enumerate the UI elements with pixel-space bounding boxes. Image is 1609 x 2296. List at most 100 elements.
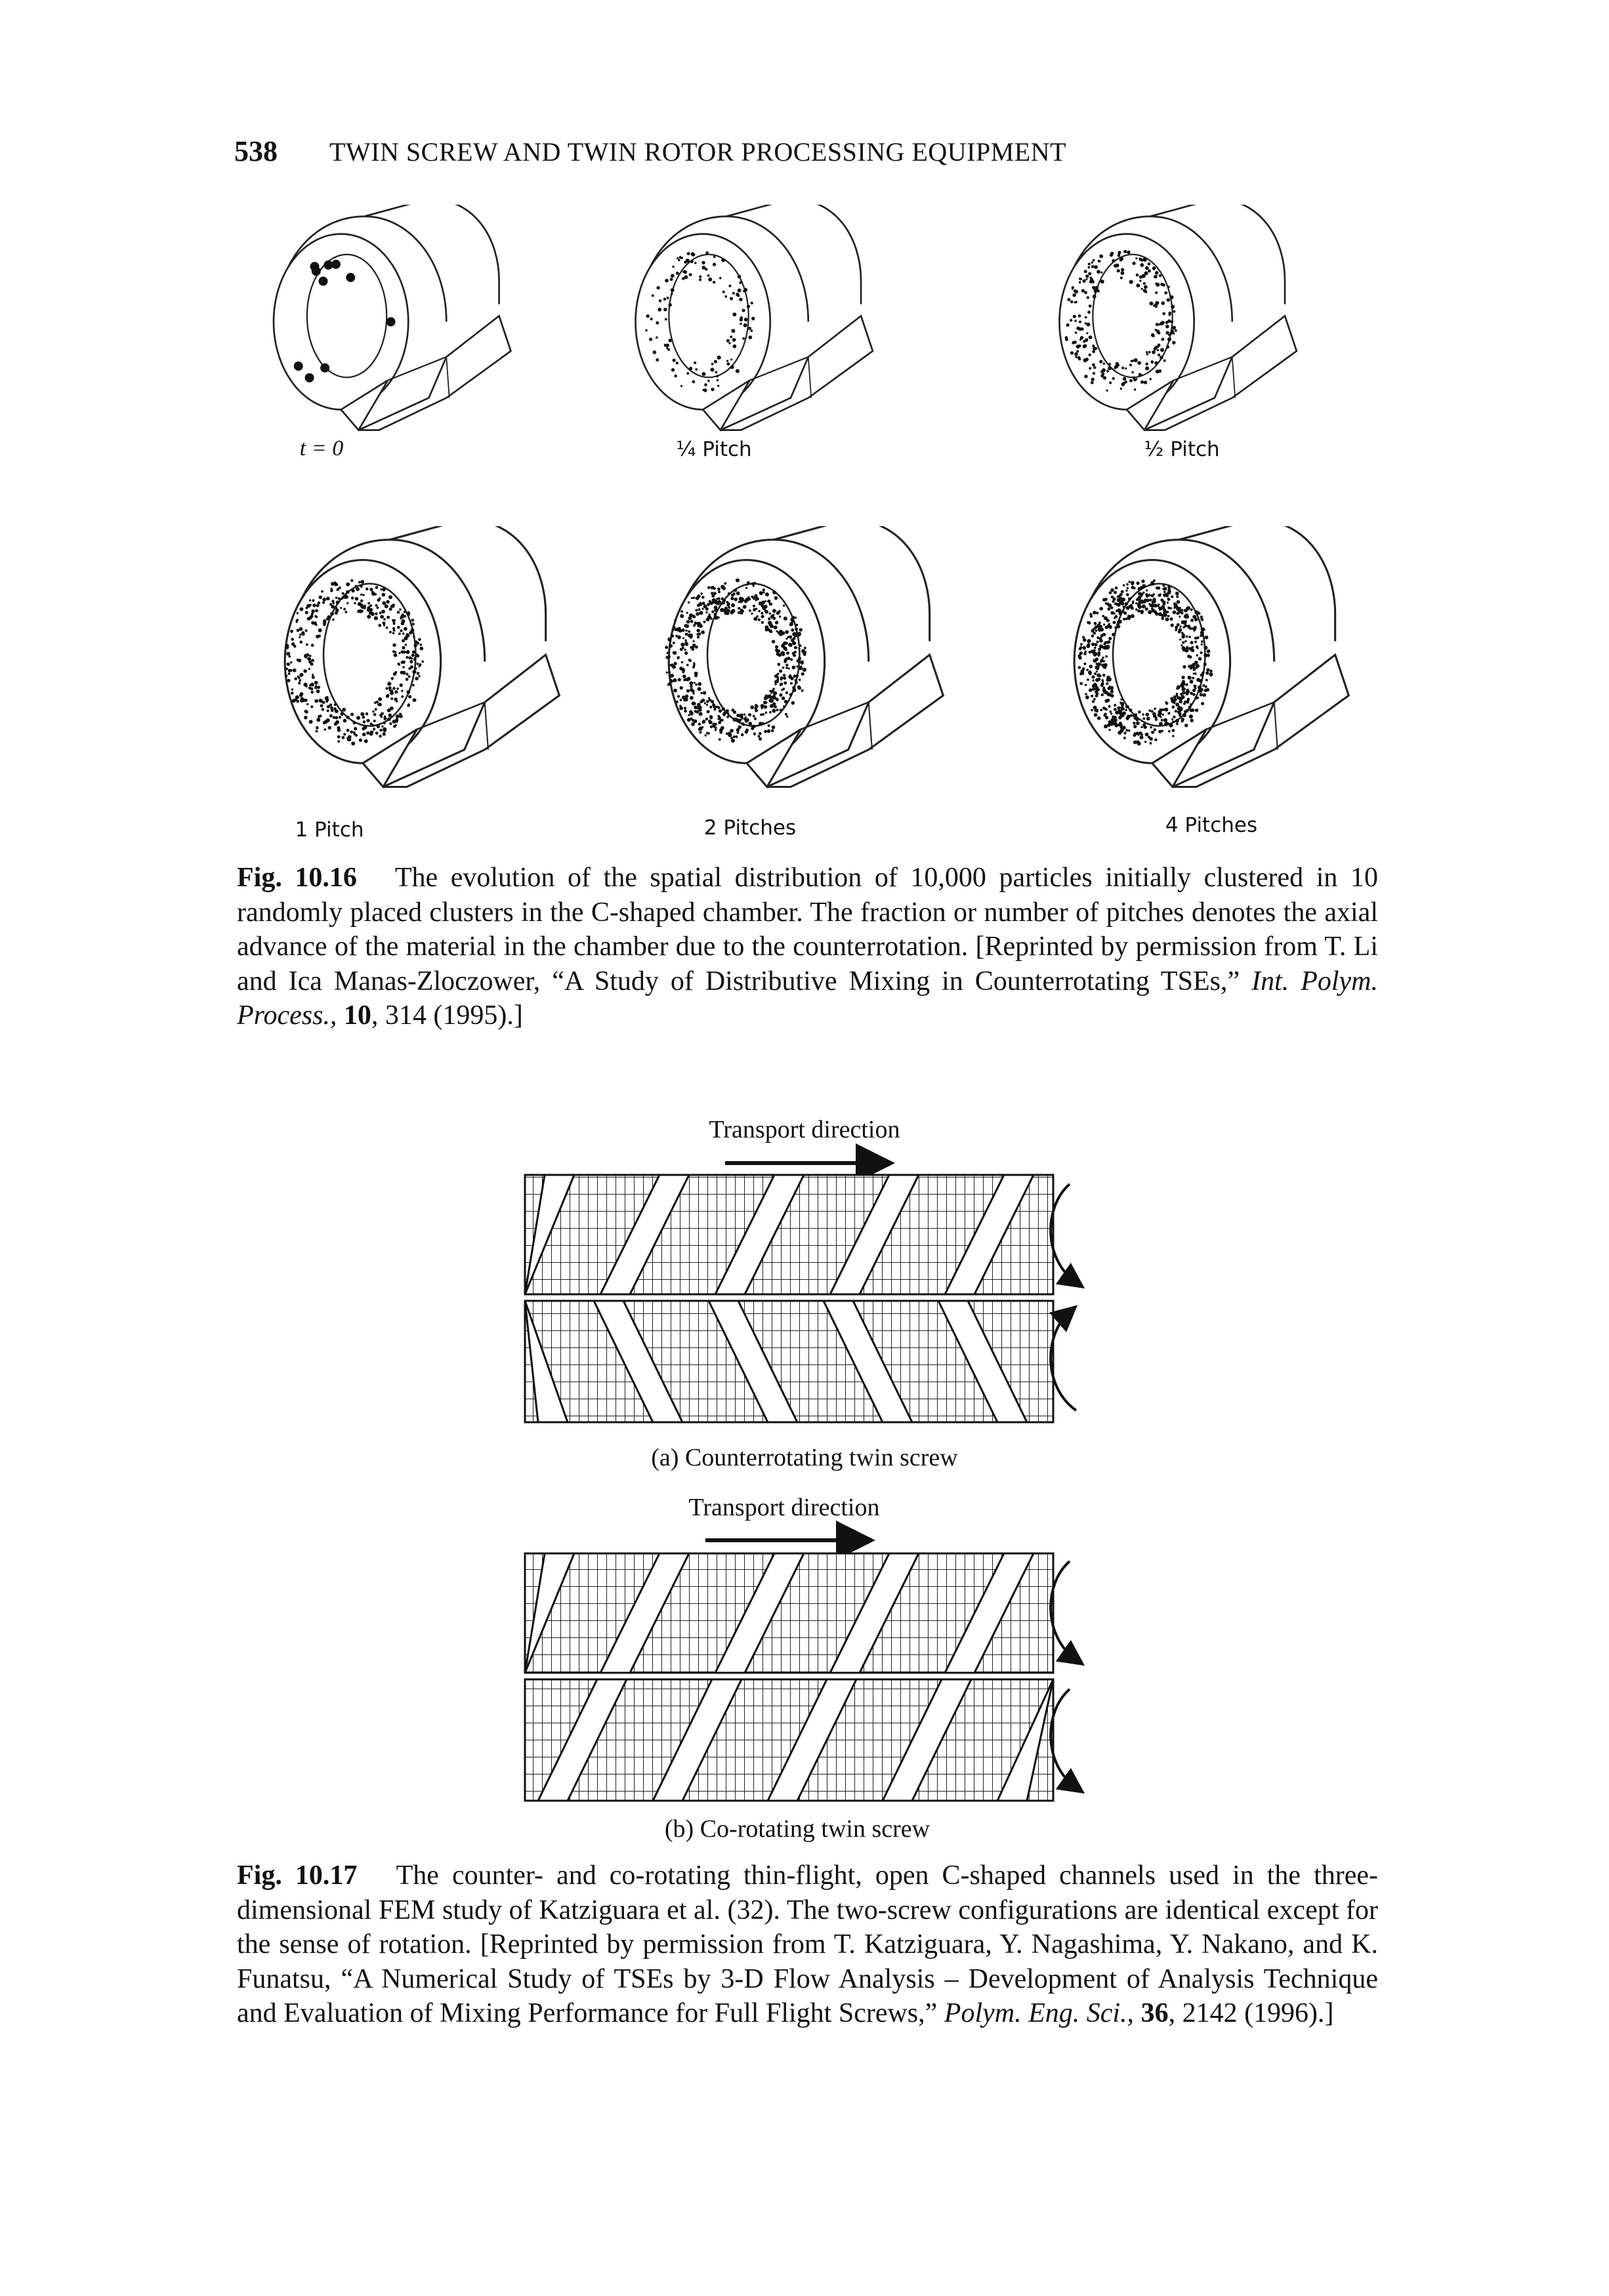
particle xyxy=(374,708,377,711)
particle xyxy=(1085,693,1087,695)
particle xyxy=(1115,361,1119,366)
particle xyxy=(1142,713,1144,716)
particle xyxy=(1145,266,1149,270)
particle xyxy=(387,717,391,722)
particle xyxy=(1146,589,1148,592)
particle xyxy=(1174,710,1177,713)
particle xyxy=(373,719,376,723)
particle xyxy=(1093,622,1097,625)
particle xyxy=(1150,333,1155,337)
particle xyxy=(1166,601,1169,604)
particle xyxy=(1125,589,1128,592)
particle xyxy=(774,645,779,649)
particle xyxy=(1192,666,1196,669)
particle xyxy=(1144,741,1147,743)
particle xyxy=(1084,322,1087,325)
particle xyxy=(1144,607,1148,611)
particle xyxy=(1136,581,1140,585)
particle xyxy=(792,632,796,636)
particle xyxy=(721,584,725,589)
particle xyxy=(1192,672,1195,675)
particle xyxy=(698,728,701,731)
particle xyxy=(303,669,307,673)
particle xyxy=(330,611,334,616)
particle xyxy=(1191,627,1194,630)
particle xyxy=(696,710,700,714)
particle xyxy=(736,718,741,723)
particle xyxy=(346,716,350,720)
particle xyxy=(392,687,396,690)
particle xyxy=(1117,599,1120,602)
particle xyxy=(687,601,690,604)
particle xyxy=(799,665,803,668)
particle xyxy=(1091,265,1094,268)
particle xyxy=(767,724,770,728)
particle xyxy=(784,681,787,685)
particle xyxy=(1070,300,1074,304)
particle xyxy=(649,337,653,341)
rotation-arrow xyxy=(1049,1688,1085,1794)
particle xyxy=(1113,708,1117,711)
particle xyxy=(789,623,792,626)
particle xyxy=(335,600,340,605)
particle xyxy=(795,627,798,631)
particle xyxy=(1097,636,1100,640)
particle xyxy=(698,608,701,611)
particle xyxy=(730,728,734,733)
particle xyxy=(722,291,725,294)
particle xyxy=(1106,675,1110,680)
particle xyxy=(752,596,756,600)
particle xyxy=(1129,604,1133,607)
particle xyxy=(783,705,785,708)
particle xyxy=(799,628,803,632)
particle xyxy=(1117,625,1120,628)
particle xyxy=(318,699,322,703)
particle xyxy=(1202,693,1207,697)
particle xyxy=(692,643,696,647)
panel-label: 2 Pitches xyxy=(703,816,797,840)
particle xyxy=(312,603,316,607)
particle xyxy=(669,664,672,666)
particle xyxy=(1134,358,1137,361)
particle xyxy=(346,273,356,283)
particle xyxy=(383,727,387,731)
particle xyxy=(356,716,360,720)
particle xyxy=(325,617,329,621)
particle xyxy=(774,621,779,625)
particle xyxy=(1117,620,1120,623)
particle xyxy=(1127,597,1132,601)
particle xyxy=(1203,662,1207,666)
particle xyxy=(690,252,695,256)
particle xyxy=(730,739,736,743)
particle xyxy=(790,658,793,661)
particle xyxy=(335,607,338,610)
particle xyxy=(419,663,422,666)
particle xyxy=(302,698,306,703)
particle xyxy=(333,722,338,726)
particle xyxy=(1081,289,1085,293)
particle xyxy=(1140,380,1144,384)
screw-flight xyxy=(651,1678,743,1802)
particle xyxy=(753,607,757,611)
particle xyxy=(709,725,713,728)
particle xyxy=(802,667,807,672)
particle xyxy=(782,674,786,677)
particle xyxy=(712,281,716,284)
particle xyxy=(294,677,297,681)
particle xyxy=(1185,635,1188,638)
particle xyxy=(308,660,312,664)
particle xyxy=(656,358,659,362)
particle xyxy=(744,716,747,719)
particle xyxy=(1184,608,1188,613)
particle xyxy=(800,661,804,665)
fig-10-17-drawings xyxy=(524,1143,1085,1802)
particle xyxy=(1194,666,1198,670)
particle xyxy=(683,270,688,274)
particle xyxy=(688,714,690,716)
particle xyxy=(719,728,723,733)
particle xyxy=(408,656,412,660)
particle xyxy=(716,375,719,378)
particle xyxy=(1104,716,1109,720)
particle xyxy=(308,655,312,657)
particle xyxy=(680,614,684,619)
